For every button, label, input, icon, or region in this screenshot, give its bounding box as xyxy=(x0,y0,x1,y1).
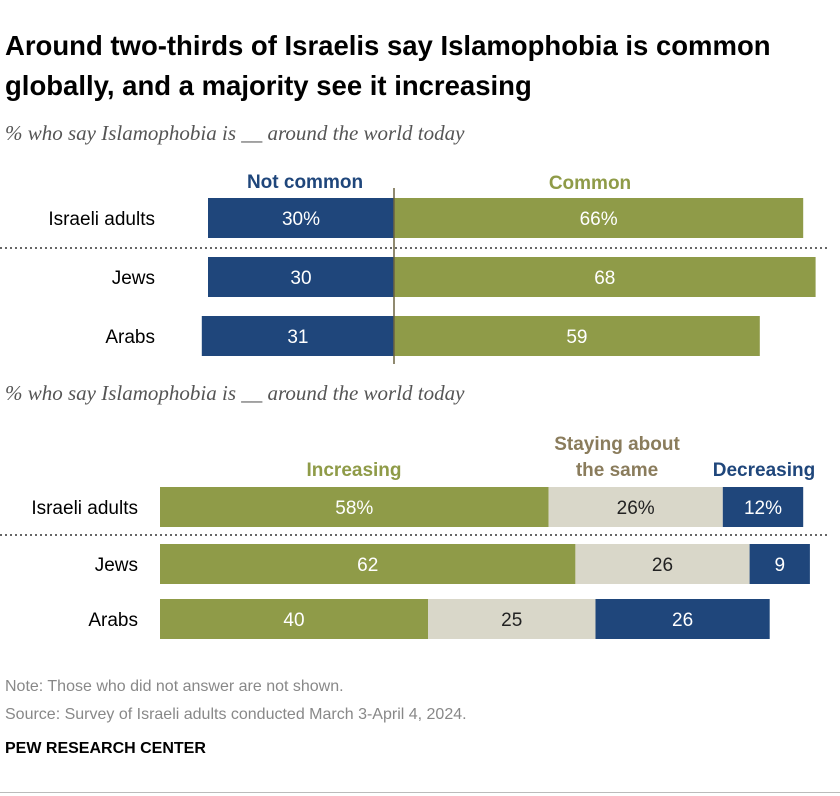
chart2-value-label-increasing: 58% xyxy=(335,498,373,519)
chart1-value-label-not-common: 30 xyxy=(290,268,311,289)
chart2-svg: Israeli adults 58% 26% 12% Jews 62 26 9 Arabs 40 2… xyxy=(0,434,830,639)
chart2-subtitle: % who say Islamophobia is __ around the … xyxy=(5,381,465,405)
chart1-bar-common xyxy=(394,198,804,238)
chart1-legend-common: Common xyxy=(549,173,631,194)
chart1-value-label-common: 59 xyxy=(566,327,587,348)
chart2-value-label-decreasing: 9 xyxy=(774,555,785,576)
chart2-value-label-decreasing: 12% xyxy=(744,498,782,519)
chart2-bar-increasing xyxy=(160,487,549,527)
chart2-bar-decreasing xyxy=(595,599,770,639)
chart1-svg: Israeli adults Jews Arabs 30% 66% 30 68 31 59 Not… xyxy=(0,172,830,364)
chart2-category-label: Jews xyxy=(95,555,138,576)
chart2-bar-same xyxy=(575,544,750,584)
chart2-bar-same xyxy=(428,599,596,639)
note: Note: Those who did not answer are not s… xyxy=(5,678,344,695)
chart2-legend-decreasing: Decreasing xyxy=(713,460,815,481)
source: Source: Survey of Israeli adults conduct… xyxy=(5,706,467,723)
chart1-value-label-common: 66% xyxy=(580,209,618,230)
chart1-legend-not-common: Not common xyxy=(247,172,363,193)
chart1-bar-common xyxy=(394,257,816,297)
chart2-legend-increasing: Increasing xyxy=(306,460,401,481)
chart2-bar-same xyxy=(548,487,723,527)
chart-title: Around two-thirds of Israelis say Islamo… xyxy=(5,30,771,101)
chart1-category-label: Arabs xyxy=(105,327,155,348)
chart1-subtitle: % who say Islamophobia is __ around the … xyxy=(5,121,465,145)
chart2-value-label-increasing: 62 xyxy=(357,555,378,576)
chart2-value-label-decreasing: 26 xyxy=(672,610,693,631)
chart1-value-label-not-common: 30% xyxy=(282,209,320,230)
chart1-value-label-common: 68 xyxy=(594,268,615,289)
chart2-value-label-same: 26 xyxy=(652,555,673,576)
chart2-bar-increasing xyxy=(160,544,576,584)
chart2-value-label-increasing: 40 xyxy=(283,610,304,631)
chart1-value-label-not-common: 31 xyxy=(287,327,308,348)
chart2-bar-decreasing xyxy=(749,544,810,584)
chart1-category-label: Israeli adults xyxy=(48,209,155,230)
chart1-bar-not-common xyxy=(208,198,394,238)
brand-logo-text: PEW RESEARCH CENTER xyxy=(5,740,206,757)
chart2-value-label-same: 26% xyxy=(617,498,655,519)
chart2-legend-same: Staying about the same xyxy=(554,434,680,481)
chart2-category-label: Arabs xyxy=(88,610,138,631)
bottom-divider xyxy=(0,792,840,793)
chart1-category-label: Jews xyxy=(112,268,155,289)
chart1-bar-common xyxy=(394,316,760,356)
chart1-bar-not-common xyxy=(201,316,394,356)
chart2-category-label: Israeli adults xyxy=(31,498,138,519)
chart2-bar-increasing xyxy=(160,599,428,639)
chart2-value-label-same: 25 xyxy=(501,610,522,631)
chart2-bar-decreasing xyxy=(722,487,804,527)
chart1-bar-not-common xyxy=(208,257,394,297)
